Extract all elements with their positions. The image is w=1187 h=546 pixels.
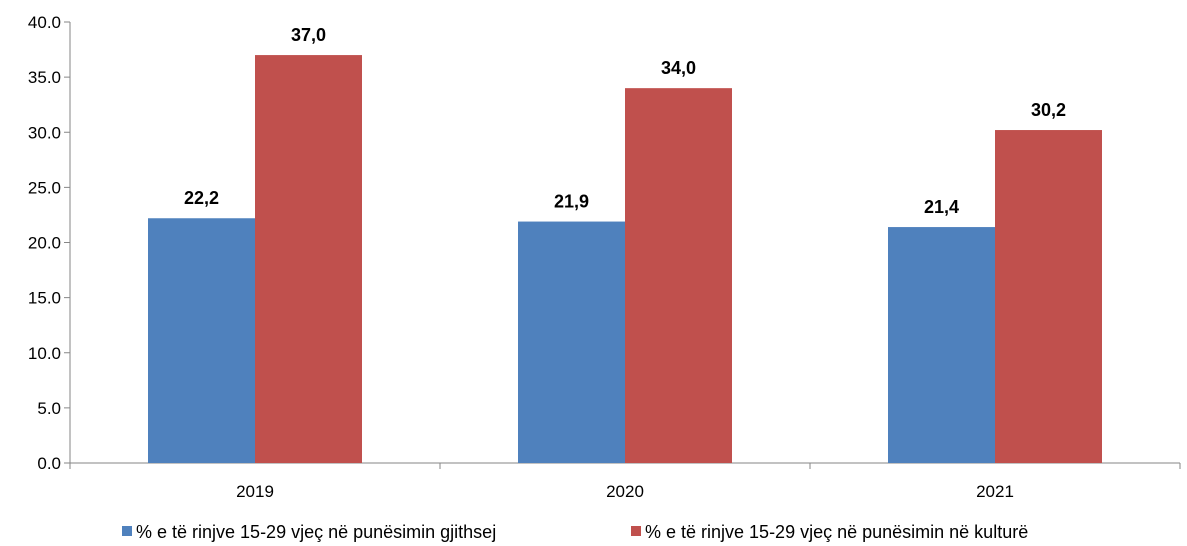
bar-total-2019 bbox=[148, 218, 255, 463]
y-tick-label: 25.0 bbox=[28, 178, 61, 197]
data-label: 21,4 bbox=[924, 197, 959, 217]
y-tick-label: 15.0 bbox=[28, 289, 61, 308]
data-label: 37,0 bbox=[291, 25, 326, 45]
data-label: 34,0 bbox=[661, 58, 696, 78]
bar-total-2021 bbox=[888, 227, 995, 463]
y-tick-label: 35.0 bbox=[28, 68, 61, 87]
legend-swatch-total bbox=[122, 526, 132, 536]
x-category-label: 2020 bbox=[606, 482, 644, 501]
y-tick-label: 40.0 bbox=[28, 13, 61, 32]
y-tick-label: 20.0 bbox=[28, 234, 61, 253]
data-label: 30,2 bbox=[1031, 100, 1066, 120]
data-label: 22,2 bbox=[184, 188, 219, 208]
y-tick-label: 5.0 bbox=[37, 399, 61, 418]
y-tick-label: 10.0 bbox=[28, 344, 61, 363]
legend-label: % e të rinjve 15-29 vjeç në punësimin gj… bbox=[136, 522, 496, 542]
bar-culture-2020 bbox=[625, 88, 732, 464]
legend-swatch-culture bbox=[631, 526, 641, 536]
y-tick-label: 0.0 bbox=[37, 454, 61, 473]
bar-total-2020 bbox=[518, 221, 625, 463]
bar-culture-2019 bbox=[255, 55, 362, 463]
bar-culture-2021 bbox=[995, 130, 1102, 464]
legend-label: % e të rinjve 15-29 vjeç në punësimin në… bbox=[645, 522, 1028, 542]
data-label: 21,9 bbox=[554, 192, 589, 212]
x-category-label: 2019 bbox=[236, 482, 274, 501]
x-category-label: 2021 bbox=[976, 482, 1014, 501]
y-tick-label: 30.0 bbox=[28, 123, 61, 142]
